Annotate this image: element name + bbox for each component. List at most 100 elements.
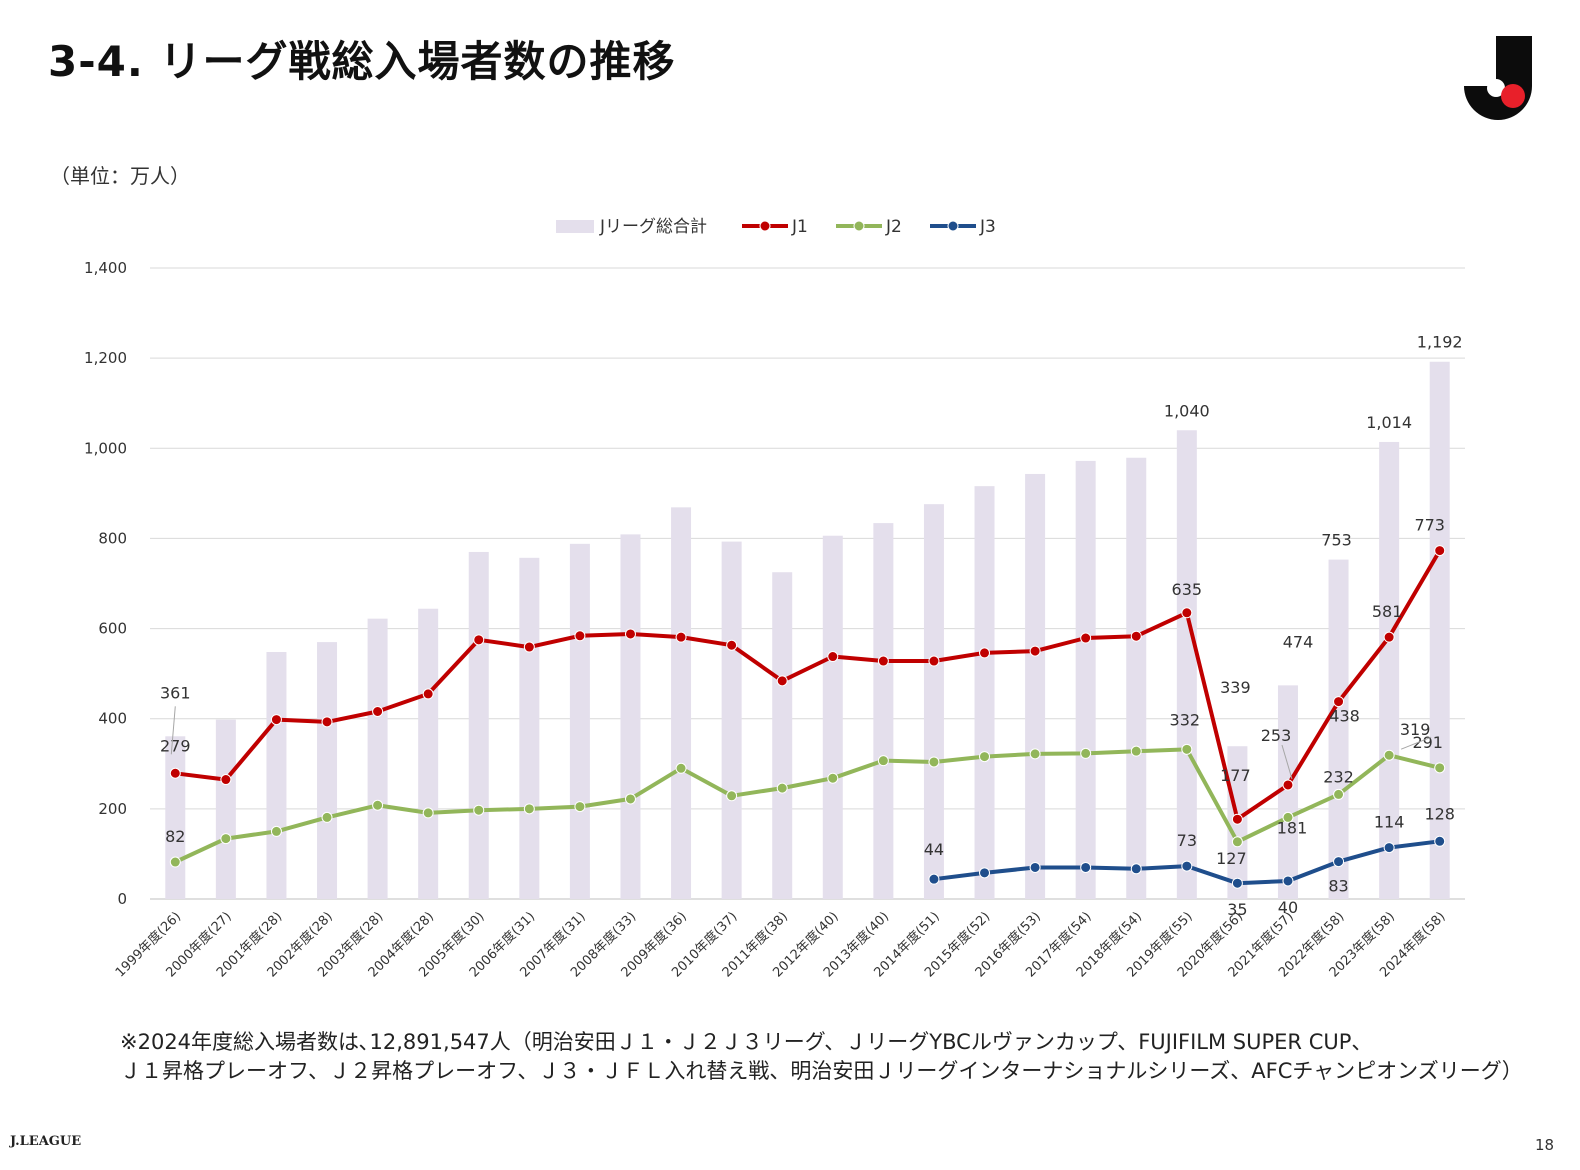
- point-j1-1: [220, 774, 232, 786]
- point-j2-9: [624, 793, 636, 805]
- data-label-j2: 291: [1412, 733, 1443, 752]
- point-j1-17: [1029, 645, 1041, 657]
- bar-total-19: [1126, 457, 1147, 899]
- data-label-jリーグ総合計: 1,040: [1164, 401, 1210, 420]
- point-j2-25: [1434, 762, 1446, 774]
- point-j1-10: [675, 631, 687, 643]
- point-j1-2: [270, 714, 282, 726]
- legend-label: J1: [791, 217, 808, 237]
- point-j1-16: [979, 647, 991, 659]
- bar-total-12: [772, 572, 793, 899]
- legend-label: J3: [979, 217, 996, 237]
- bar-total-16: [974, 486, 995, 899]
- data-label-j2: 181: [1277, 818, 1308, 837]
- data-label-j3: 83: [1328, 877, 1348, 896]
- point-j2-22: [1282, 811, 1294, 823]
- point-j1-18: [1080, 632, 1092, 644]
- legend-label: J2: [885, 217, 902, 237]
- y-tick-label: 200: [98, 800, 127, 818]
- data-label-j1: 253: [1261, 726, 1292, 745]
- point-j2-8: [574, 801, 586, 813]
- bar-total-14: [873, 523, 894, 899]
- data-label-j3: 40: [1278, 898, 1298, 917]
- point-j2-3: [321, 811, 333, 823]
- point-j2-0: [169, 856, 181, 868]
- data-label-j1: 279: [160, 736, 191, 755]
- point-j1-14: [877, 655, 889, 667]
- data-label-j2: 332: [1170, 710, 1201, 729]
- point-j1-5: [422, 688, 434, 700]
- jleague-logo-icon: [1464, 36, 1532, 120]
- point-j2-10: [675, 762, 687, 774]
- point-j1-15: [928, 655, 940, 667]
- bar-total-5: [418, 608, 439, 899]
- bar-total-1: [215, 719, 236, 899]
- data-label-j1: 438: [1329, 707, 1360, 726]
- line-j1: [175, 549, 1442, 822]
- point-j1-8: [574, 630, 586, 642]
- bar-total-9: [620, 534, 641, 899]
- bar-total-10: [671, 507, 692, 899]
- data-label-j2: 82: [165, 827, 185, 846]
- data-label-j3: 44: [924, 840, 944, 859]
- legend-label: Jリーグ総合計: [599, 217, 707, 237]
- point-j1-21: [1231, 813, 1243, 825]
- point-j3-18: [1080, 861, 1092, 873]
- point-j1-13: [827, 651, 839, 663]
- footer-brand: J.LEAGUE: [10, 1134, 82, 1149]
- y-tick-label: 600: [98, 620, 127, 638]
- bar-total-13: [822, 535, 843, 899]
- point-j2-15: [928, 756, 940, 768]
- data-label-j1: 177: [1220, 766, 1251, 785]
- footnote: ※2024年度総入場者数は､12,891,547人（明治安田Ｊ１・Ｊ２Ｊ３リーグ…: [120, 1028, 1523, 1086]
- y-tick-label: 800: [98, 529, 127, 547]
- point-j1-20: [1181, 607, 1193, 619]
- data-label-jリーグ総合計: 1,192: [1417, 333, 1463, 352]
- bar-total-23: [1328, 559, 1349, 899]
- point-j2-24: [1383, 749, 1395, 761]
- unit-label: （単位：万人）: [50, 164, 190, 188]
- point-j2-4: [372, 799, 384, 811]
- point-j1-0: [169, 767, 181, 779]
- point-j2-1: [220, 833, 232, 845]
- point-j2-12: [776, 782, 788, 794]
- data-label-j1: 635: [1172, 580, 1203, 599]
- leader-line-1: [1281, 744, 1293, 780]
- point-j2-13: [827, 772, 839, 784]
- y-tick-label: 0: [117, 890, 127, 908]
- data-label-jリーグ総合計: 361: [160, 683, 191, 702]
- point-j3-15: [928, 873, 940, 885]
- data-label-j1: 581: [1372, 602, 1403, 621]
- data-label-j1: 773: [1414, 516, 1445, 535]
- data-label-jリーグ総合計: 753: [1321, 531, 1352, 550]
- data-label-j3: 114: [1374, 813, 1405, 832]
- leader-line-0: [170, 706, 176, 755]
- bar-total-15: [923, 504, 944, 899]
- point-j2-14: [877, 755, 889, 767]
- bar-total-24: [1379, 441, 1400, 899]
- attendance-chart: 02004006008001,0001,2001,4001999年度(26)20…: [84, 217, 1465, 980]
- data-label-j3: 128: [1424, 804, 1455, 823]
- line-j2: [174, 747, 1441, 864]
- point-j2-18: [1080, 747, 1092, 759]
- legend-marker-j2: [853, 220, 865, 232]
- point-j1-11: [726, 639, 738, 651]
- point-j3-25: [1434, 835, 1446, 847]
- leader-line-2: [1400, 736, 1432, 750]
- bar-total-0: [165, 736, 186, 899]
- bar-total-20: [1176, 430, 1197, 899]
- data-label-j3: 73: [1177, 831, 1197, 850]
- data-label-jリーグ総合計: 474: [1283, 632, 1314, 651]
- data-label-j2: 232: [1323, 767, 1354, 786]
- footnote-line-1: ※2024年度総入場者数は､12,891,547人（明治安田Ｊ１・Ｊ２Ｊ３リーグ…: [120, 1030, 1373, 1054]
- point-j2-11: [726, 790, 738, 802]
- legend-marker-j3: [947, 220, 959, 232]
- point-j1-22: [1282, 779, 1294, 791]
- data-label-j3: 35: [1227, 900, 1247, 919]
- point-j2-2: [270, 825, 282, 837]
- point-j1-24: [1383, 631, 1395, 643]
- point-j3-19: [1130, 863, 1142, 875]
- point-j3-23: [1333, 856, 1345, 868]
- point-j2-16: [979, 751, 991, 763]
- point-j1-12: [776, 675, 788, 687]
